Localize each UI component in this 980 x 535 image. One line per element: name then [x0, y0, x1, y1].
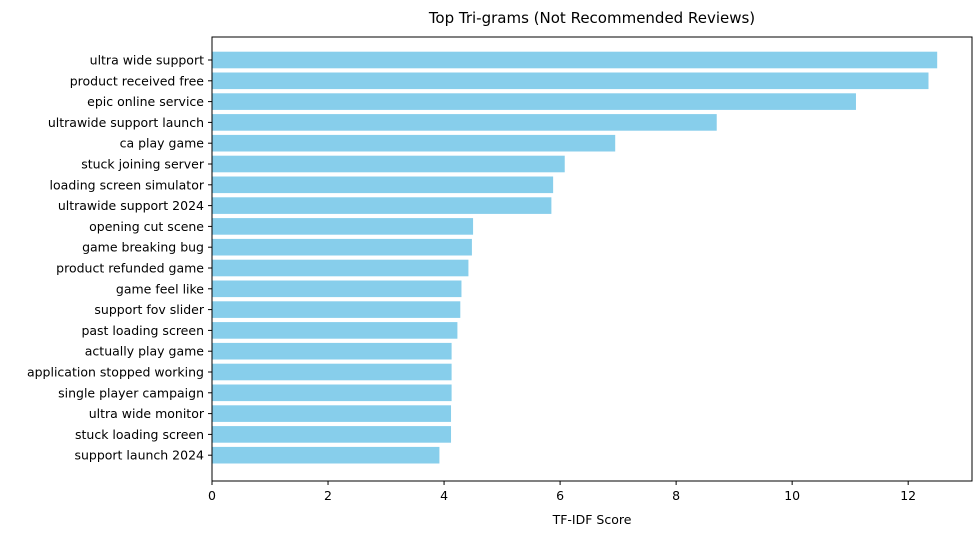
x-tick-label: 2 [324, 488, 332, 503]
x-ticks: 0 2 4 6 8 10 12 [208, 481, 916, 503]
bar [212, 342, 452, 360]
x-tick-label: 8 [672, 488, 680, 503]
y-tick-label: opening cut scene [89, 219, 204, 234]
y-tick-label: ultrawide support launch [48, 115, 204, 130]
y-tick-label: application stopped working [27, 365, 204, 380]
y-tick-labels: ultra wide support product received free e… [27, 53, 212, 463]
x-tick-label: 4 [440, 488, 448, 503]
y-tick-label: loading screen simulator [50, 177, 205, 192]
bar [212, 176, 554, 194]
y-tick-label: ca play game [120, 136, 205, 151]
y-tick-label: support fov slider [94, 302, 204, 317]
y-tick-label: ultra wide support [90, 53, 204, 68]
y-tick-label: stuck joining server [81, 157, 205, 172]
chart-title: Top Tri-grams (Not Recommended Reviews) [428, 9, 755, 27]
bar [212, 134, 616, 152]
bars [212, 51, 938, 464]
bar [212, 114, 717, 131]
x-tick-label: 10 [784, 488, 800, 503]
y-tick-label: game feel like [116, 281, 204, 296]
bar [212, 197, 552, 214]
bar [212, 426, 452, 443]
x-tick-label: 12 [900, 488, 916, 503]
x-tick-label: 0 [208, 488, 216, 503]
bar [212, 238, 472, 256]
y-tick-label: support launch 2024 [74, 448, 204, 463]
bar [212, 363, 452, 381]
bar [212, 405, 452, 422]
bar [212, 93, 856, 110]
y-tick-label: stuck loading screen [75, 427, 204, 442]
y-tick-label: ultrawide support 2024 [58, 198, 204, 213]
x-axis-label: TF-IDF Score [552, 512, 632, 527]
y-tick-label: single player campaign [58, 385, 204, 400]
x-tick-label: 6 [556, 488, 564, 503]
y-tick-label: past loading screen [81, 323, 204, 338]
bar [212, 301, 461, 318]
y-tick-label: game breaking bug [82, 240, 204, 255]
bar [212, 280, 462, 298]
bar [212, 446, 440, 464]
y-tick-label: ultra wide monitor [89, 406, 205, 421]
bar [212, 259, 469, 277]
bar [212, 155, 565, 173]
bar [212, 218, 474, 235]
bar [212, 51, 938, 69]
bar [212, 72, 929, 90]
y-tick-label: product refunded game [56, 261, 204, 276]
y-tick-label: actually play game [85, 344, 205, 359]
y-tick-label: epic online service [87, 94, 204, 109]
y-tick-label: product received free [70, 73, 205, 88]
bar [212, 384, 452, 402]
bar [212, 322, 458, 339]
plot-frame [211, 36, 973, 482]
